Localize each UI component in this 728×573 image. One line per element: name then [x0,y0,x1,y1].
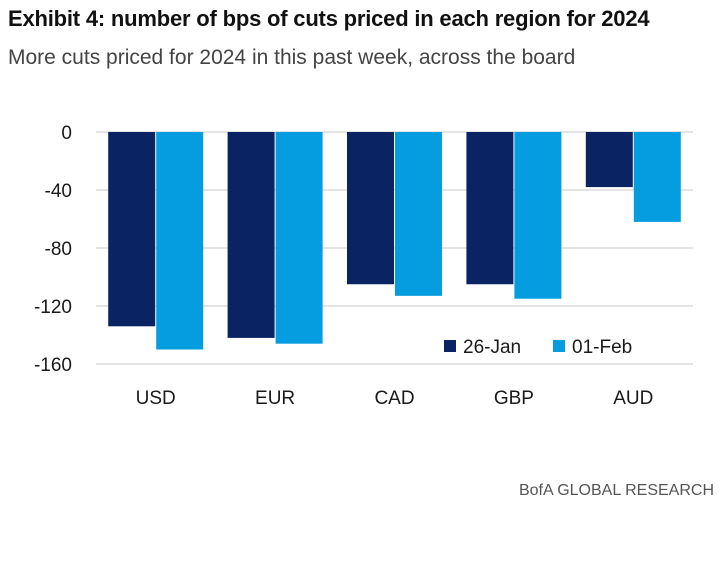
legend-label: 01-Feb [572,337,632,358]
legend: 26-Jan 01-Feb [444,337,632,358]
y-tick-label: 0 [61,123,72,144]
y-tick-label: -160 [34,355,72,376]
bar-aud-26-jan [585,132,633,188]
bar-usd-01-feb [156,132,204,350]
x-axis-ticks: USD EUR CAD GBP AUD [136,388,654,409]
chart-title: Exhibit 4: number of bps of cuts priced … [8,6,650,31]
y-tick-label: -80 [45,239,72,260]
x-tick-label: EUR [255,388,295,409]
legend-swatch [444,340,456,352]
bar-chart: 0 -40 -80 -120 -160 USD EUR CAD GBP AUD 26-Jan 01… [34,123,693,409]
x-tick-label: USD [136,388,176,409]
bar-cad-01-feb [395,132,442,296]
bar-gbp-01-feb [514,132,562,299]
bar-cad-26-jan [347,132,394,285]
x-tick-label: AUD [613,388,653,409]
legend-swatch [553,340,565,352]
bar-eur-26-jan [227,132,275,338]
bar-aud-01-feb [633,132,681,222]
chart-subtitle: More cuts priced for 2024 in this past w… [8,46,576,69]
bar-gbp-26-jan [466,132,514,285]
y-axis-ticks: 0 -40 -80 -120 -160 [34,123,72,376]
legend-label: 26-Jan [463,337,521,358]
bar-eur-01-feb [275,132,323,344]
y-tick-label: -40 [45,181,72,202]
x-tick-label: CAD [374,388,414,409]
bars [108,132,681,350]
source-credit: BofA GLOBAL RESEARCH [518,482,714,499]
y-tick-label: -120 [34,297,72,318]
x-tick-label: GBP [494,388,534,409]
bar-usd-26-jan [108,132,156,327]
